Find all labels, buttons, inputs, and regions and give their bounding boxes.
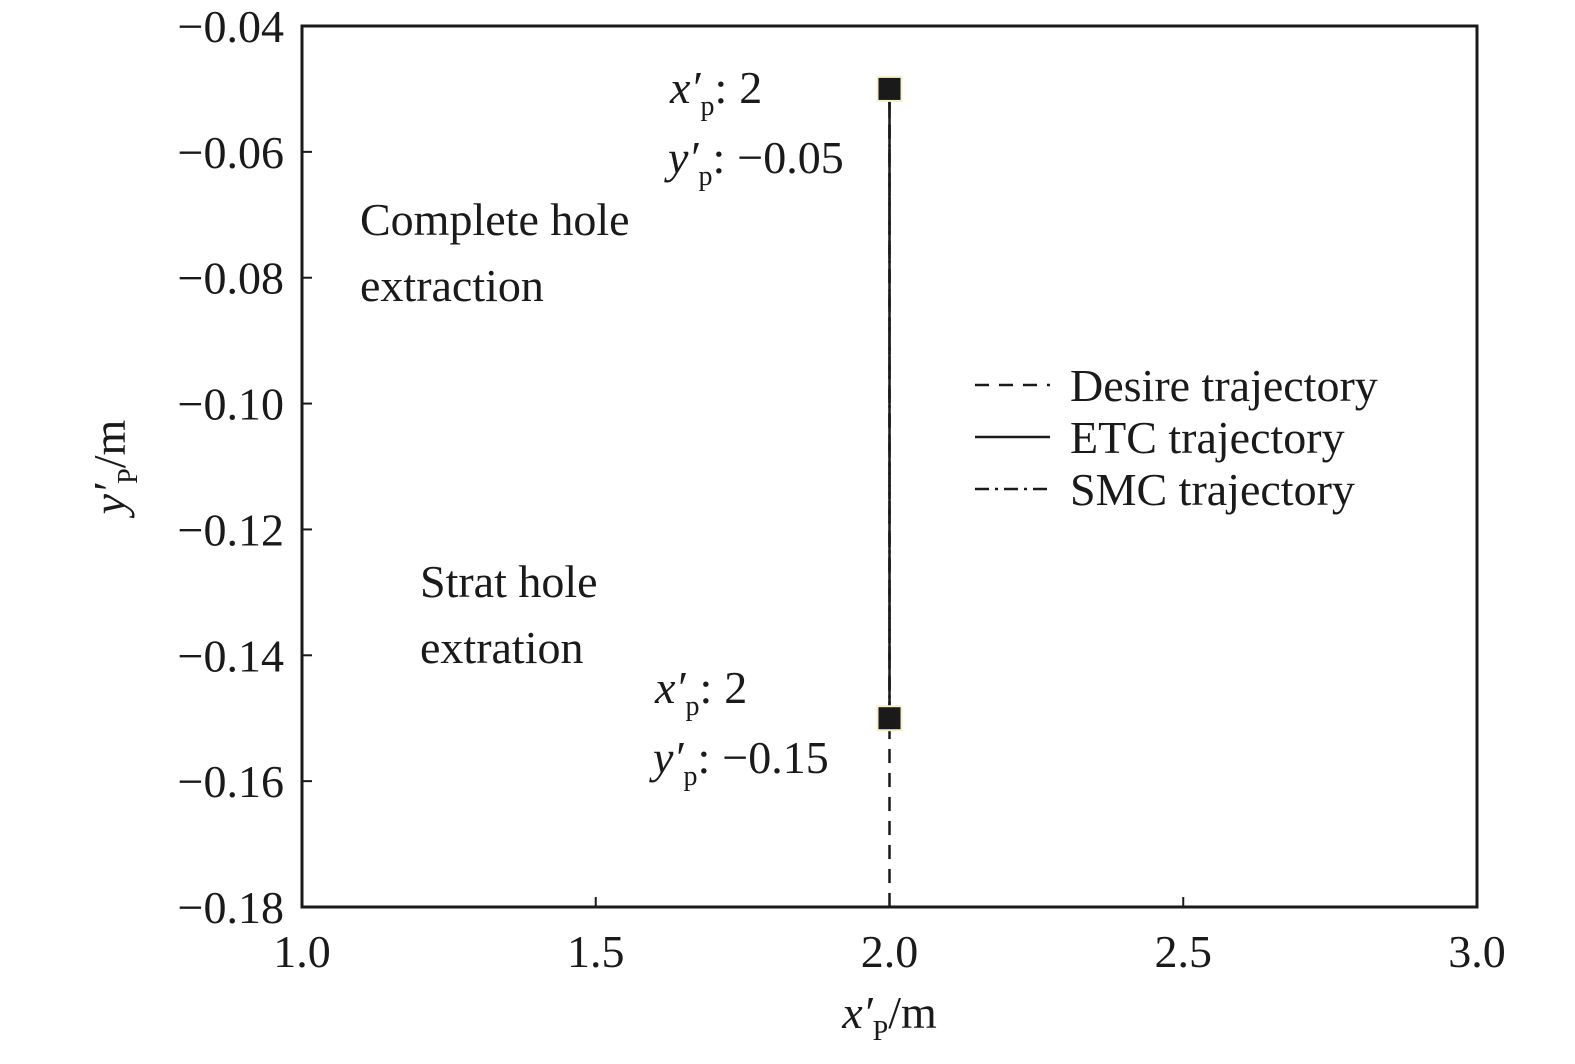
y-tick-label: −0.08 [178,253,284,304]
point-y-value: −0.15 [722,732,828,783]
y-label: y′P/m [84,419,144,518]
x-tick-label: 3.0 [1448,926,1506,977]
x-tick-label: 1.5 [567,926,625,977]
point-symbol: y′ [664,132,699,183]
point-x-value: 2 [724,662,747,713]
axis-subscript: P [113,468,144,484]
point-marker [876,705,903,732]
axis-unit: /m [888,987,937,1038]
y-tick-label: −0.14 [178,630,284,681]
y-tick-label: −0.12 [178,504,284,555]
point-symbol: x′ [669,62,701,113]
annotation: Strat hole [420,556,598,607]
point-separator: : [699,662,712,713]
y-tick-label: −0.16 [178,756,284,807]
axis-unit: /m [84,419,135,468]
y-tick-label: −0.10 [178,379,284,430]
point-subscript: p [698,161,712,192]
point-x-label: x′p: 2 [654,662,747,722]
point-subscript: p [685,691,699,722]
point-subscript: p [683,761,697,792]
annotation: Complete hole [360,194,630,245]
y-tick-label: −0.18 [178,882,284,933]
x-label: x′P/m [841,987,937,1047]
point-y-label: y′p: −0.05 [664,132,844,192]
point-symbol: y′ [649,732,684,783]
axis-subscript: P [873,1016,889,1047]
point-separator: : [697,732,710,783]
point-separator: : [712,132,725,183]
point-separator: : [714,62,727,113]
annotation: extration [420,622,584,673]
point-symbol: x′ [654,662,686,713]
annotation: extraction [360,260,544,311]
legend-label: Desire trajectory [1070,360,1378,411]
axis-symbol: y′ [84,483,135,518]
point-subscript: p [700,91,714,122]
point-y-label: y′p: −0.15 [649,732,829,792]
x-tick-label: 2.5 [1155,926,1213,977]
point-x-value: 2 [739,62,762,113]
point-x-label: x′p: 2 [669,62,762,122]
legend-label: SMC trajectory [1070,464,1355,515]
y-tick-label: −0.04 [178,1,284,52]
axis-symbol: x′ [841,987,873,1038]
point-marker [876,75,903,102]
point-y-value: −0.05 [737,132,843,183]
x-tick-label: 1.0 [273,926,331,977]
x-tick-label: 2.0 [861,926,919,977]
y-tick-label: −0.06 [178,127,284,178]
legend-label: ETC trajectory [1070,412,1345,463]
